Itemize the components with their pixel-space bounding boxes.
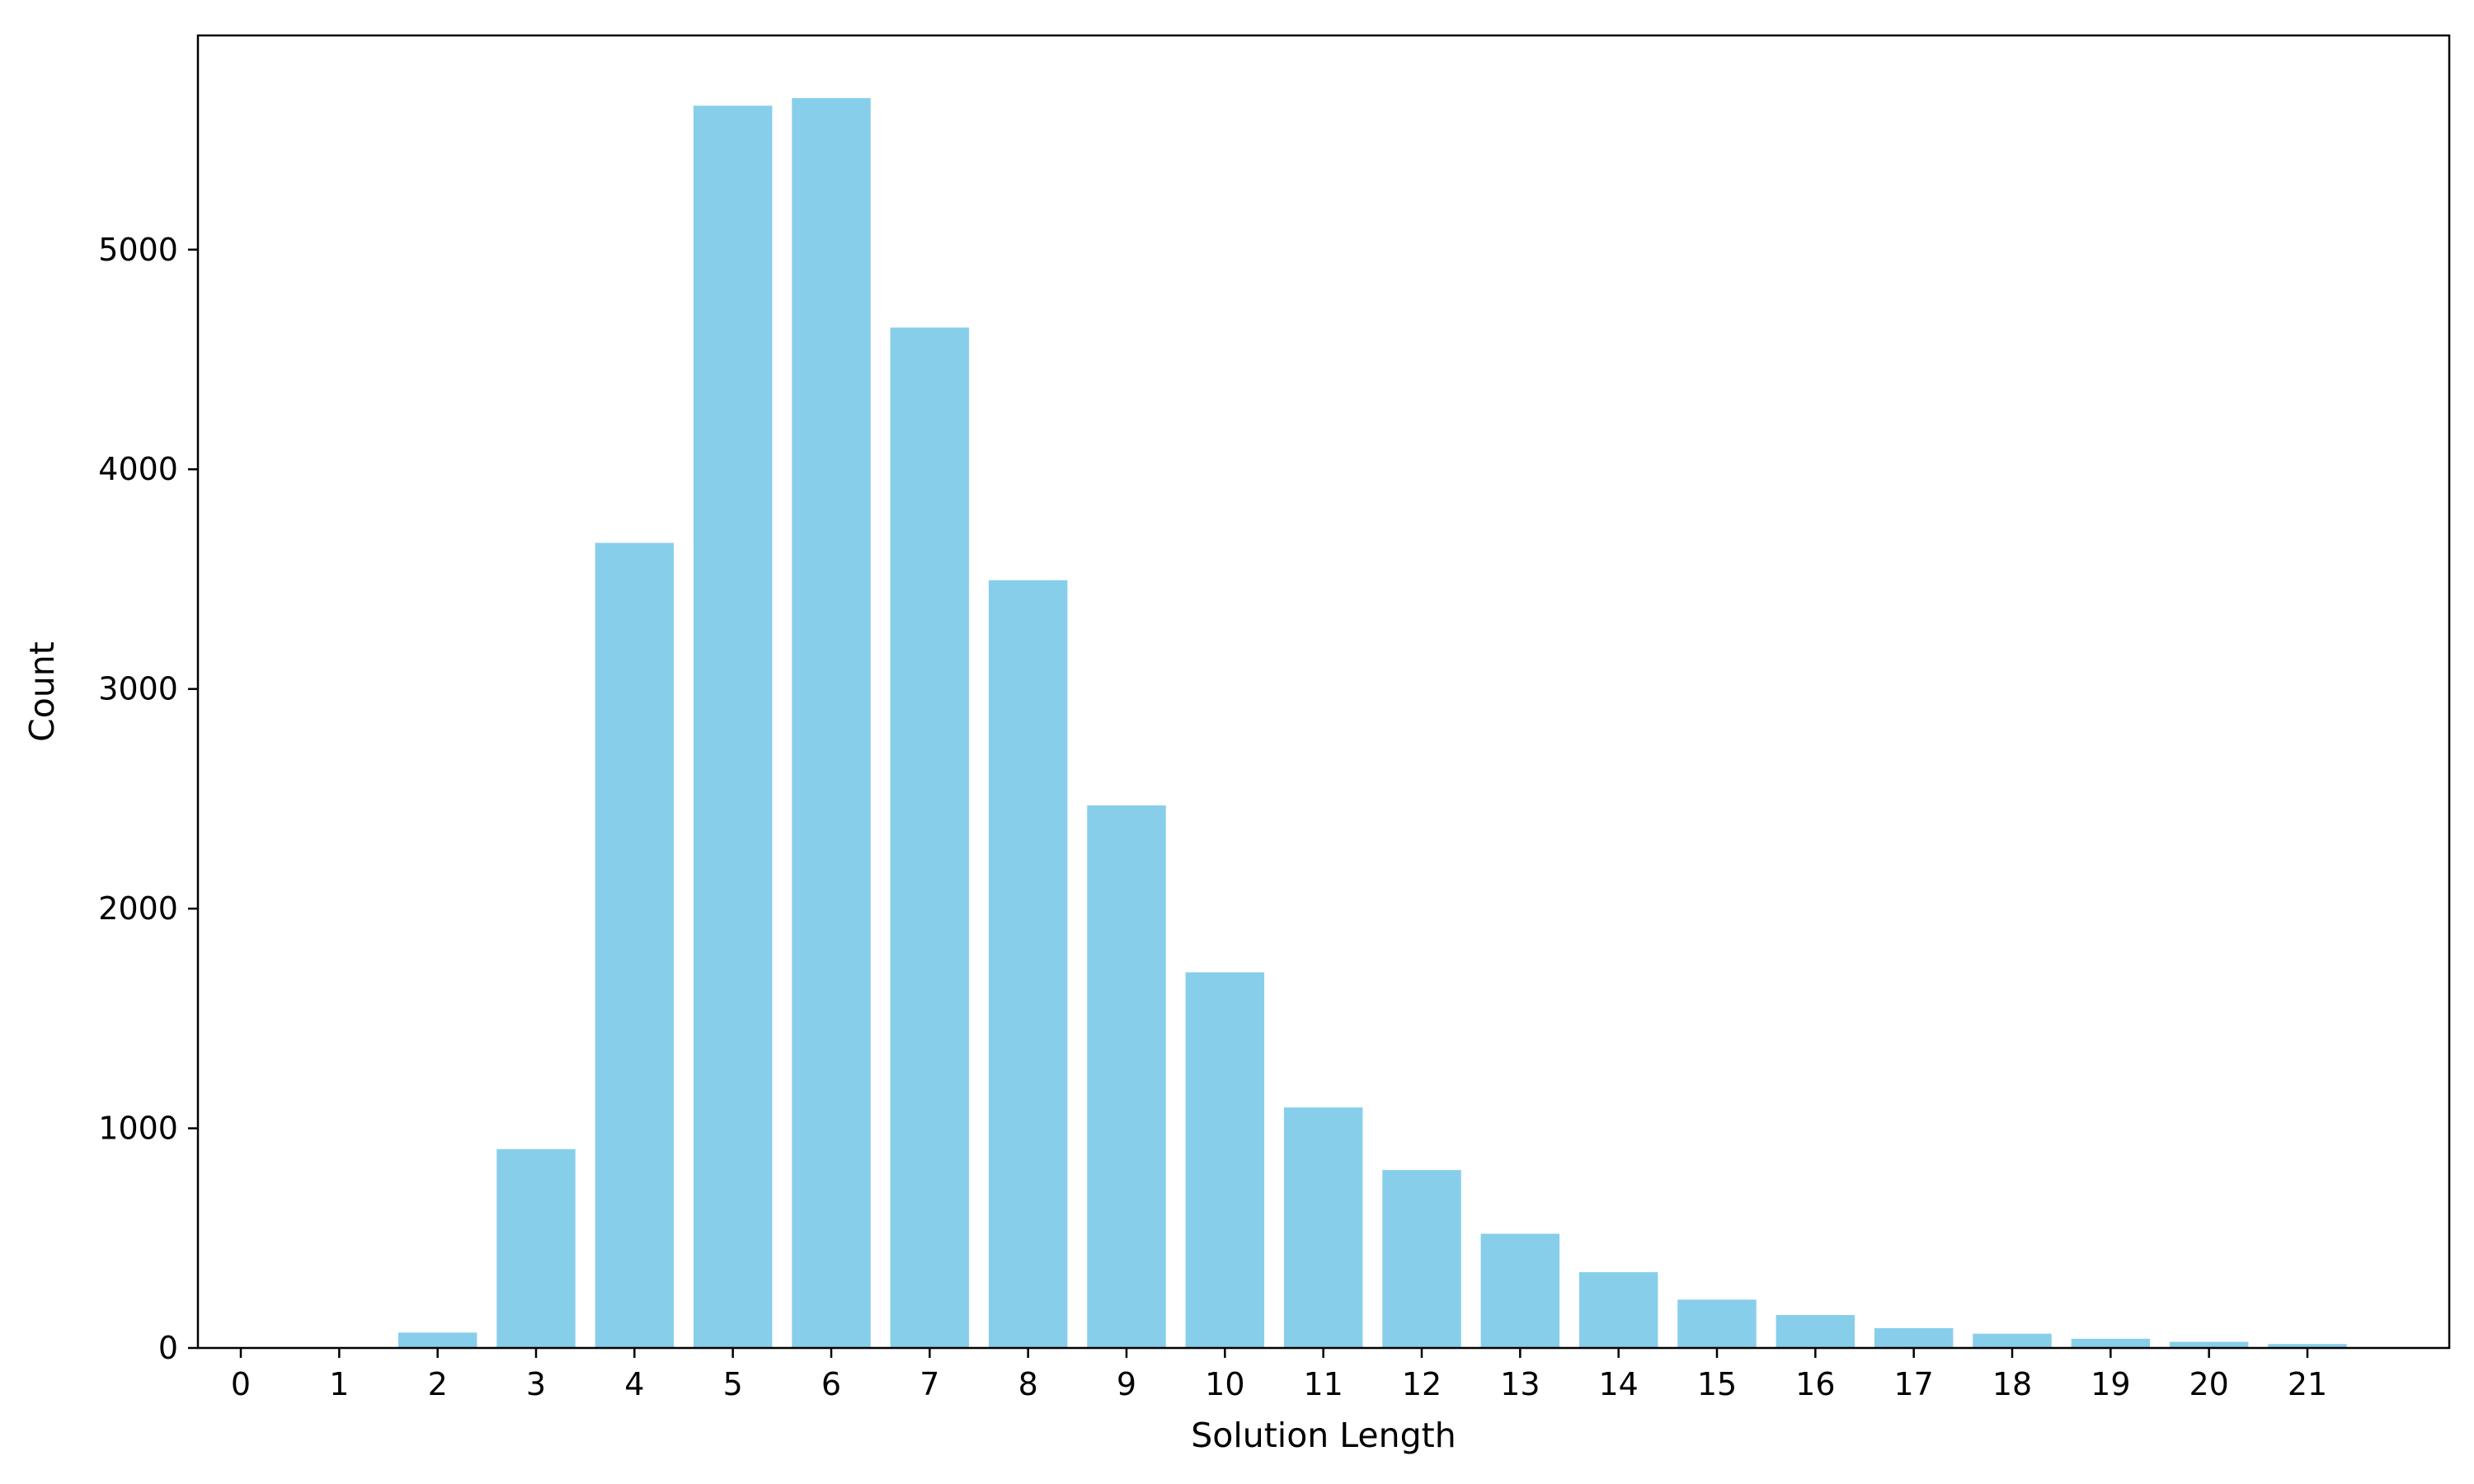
x-tick-label: 5 bbox=[723, 1366, 743, 1402]
y-tick-label: 0 bbox=[158, 1330, 178, 1366]
bar-18 bbox=[1973, 1333, 2052, 1348]
x-tick-label: 16 bbox=[1795, 1366, 1835, 1402]
bar-16 bbox=[1776, 1315, 1856, 1348]
x-tick-label: 11 bbox=[1303, 1366, 1343, 1402]
y-tick-label: 1000 bbox=[98, 1111, 178, 1147]
x-tick-label: 15 bbox=[1697, 1366, 1737, 1402]
bar-21 bbox=[2268, 1344, 2347, 1348]
bar-15 bbox=[1677, 1299, 1757, 1348]
bar-8 bbox=[988, 580, 1068, 1348]
bar-11 bbox=[1283, 1107, 1363, 1348]
bar-2 bbox=[397, 1332, 477, 1348]
y-axis-label: Count bbox=[22, 641, 62, 742]
y-tick-label: 4000 bbox=[98, 451, 178, 487]
x-tick-label: 4 bbox=[624, 1366, 644, 1402]
y-tick-label: 2000 bbox=[98, 890, 178, 927]
bars-group bbox=[397, 97, 2347, 1348]
bar-19 bbox=[2071, 1338, 2151, 1348]
x-tick-label: 21 bbox=[2288, 1366, 2327, 1402]
x-tick-label: 2 bbox=[428, 1366, 448, 1402]
x-tick-label: 7 bbox=[920, 1366, 939, 1402]
y-tick-label: 5000 bbox=[98, 232, 178, 268]
bar-17 bbox=[1874, 1328, 1954, 1348]
x-axis-ticks: 0 1 2 3 4 5 6 7 8 9 10 11 12 13 14 15 16 17 18 19 20 21 bbox=[231, 1348, 2327, 1402]
bar-9 bbox=[1087, 805, 1166, 1348]
bar-4 bbox=[595, 542, 675, 1348]
x-tick-label: 10 bbox=[1205, 1366, 1244, 1402]
x-tick-label: 8 bbox=[1018, 1366, 1038, 1402]
bar-12 bbox=[1382, 1170, 1461, 1348]
x-tick-label: 9 bbox=[1117, 1366, 1136, 1402]
y-axis-ticks: 0 1000 2000 3000 4000 5000 bbox=[98, 232, 198, 1366]
x-tick-label: 17 bbox=[1893, 1366, 1933, 1402]
bar-20 bbox=[2169, 1341, 2249, 1348]
bar-13 bbox=[1480, 1233, 1560, 1348]
x-tick-label: 12 bbox=[1402, 1366, 1442, 1402]
x-tick-label: 3 bbox=[526, 1366, 546, 1402]
bar-6 bbox=[792, 97, 871, 1348]
x-tick-label: 19 bbox=[2091, 1366, 2130, 1402]
x-tick-label: 18 bbox=[1992, 1366, 2032, 1402]
y-tick-label: 3000 bbox=[98, 671, 178, 707]
bar-14 bbox=[1578, 1272, 1658, 1348]
x-tick-label: 1 bbox=[329, 1366, 349, 1402]
x-tick-label: 14 bbox=[1598, 1366, 1638, 1402]
bar-7 bbox=[890, 327, 970, 1348]
x-axis-label: Solution Length bbox=[1191, 1416, 1456, 1455]
x-tick-label: 6 bbox=[821, 1366, 841, 1402]
bar-3 bbox=[496, 1148, 576, 1348]
bar-10 bbox=[1185, 972, 1265, 1348]
bar-5 bbox=[693, 106, 773, 1348]
x-tick-label: 0 bbox=[231, 1366, 251, 1402]
x-tick-label: 13 bbox=[1500, 1366, 1540, 1402]
x-tick-label: 20 bbox=[2189, 1366, 2228, 1402]
